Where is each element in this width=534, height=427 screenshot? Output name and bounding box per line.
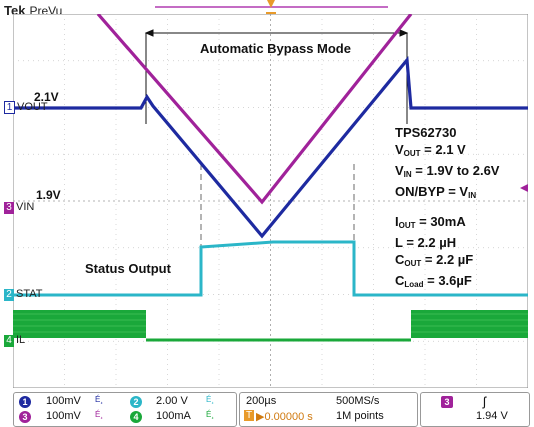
- ch2-scale: 2.00 V: [156, 395, 188, 407]
- record-length: 1M points: [336, 410, 384, 422]
- ch3-scale: 100mV: [46, 410, 81, 422]
- ch3-badge: 3: [19, 411, 31, 423]
- onbyp-spec: ON/BYP = VIN: [395, 184, 477, 200]
- ch4-bw-icon: É¸: [206, 410, 214, 419]
- vout-level-label: 2.1V: [34, 90, 59, 104]
- ch1-bw-icon: É¸: [95, 395, 103, 404]
- ch3-bw-icon: É¸: [95, 410, 103, 419]
- cout-spec: COUT = 2.2 µF: [395, 252, 474, 268]
- status-output-label: Status Output: [85, 261, 171, 276]
- vin-spec: VIN = 1.9V to 2.6V: [395, 163, 500, 179]
- trigger-level-marker-icon: [520, 184, 528, 192]
- trigger-source-badge: 3: [441, 396, 453, 408]
- il-waveform: [13, 310, 528, 342]
- timebase-value: 200µs: [246, 395, 277, 407]
- conditions-block-1: TPS62730 VOUT = 2.1 V VIN = 1.9V to 2.6V…: [395, 124, 499, 204]
- sample-rate: 500MS/s: [336, 395, 380, 407]
- inductor-spec: L = 2.2 µH: [395, 235, 457, 250]
- channel-scale-panel[interactable]: 1 100mV É¸ 2 2.00 V É¸ 3 100mV É¸ 4 100m…: [13, 392, 237, 427]
- channel-4-marker[interactable]: 4 IL: [2, 334, 27, 347]
- bypass-mode-range-arrow: [144, 29, 409, 124]
- ch2-badge: 2: [130, 396, 142, 408]
- ch1-badge: 1: [19, 396, 31, 408]
- waveform-display[interactable]: [13, 14, 528, 388]
- vin-waveform: [96, 14, 413, 205]
- iout-spec: IOUT = 30mA: [395, 214, 466, 230]
- ch2-bw-icon: É¸: [206, 395, 214, 404]
- ch4-scale: 100mA: [156, 410, 191, 422]
- ch1-scale: 100mV: [46, 395, 81, 407]
- trigger-marker-icon: [267, 0, 275, 8]
- scope-status-bar: 1 100mV É¸ 2 2.00 V É¸ 3 100mV É¸ 4 100m…: [13, 392, 534, 427]
- cload-spec: CLoad = 3.6µF: [395, 273, 472, 289]
- channel-1-marker[interactable]: 1 VOUT: [2, 101, 50, 114]
- channel-2-marker[interactable]: 2 STAT: [2, 288, 44, 301]
- trigger-position: ▶0.00000 s: [256, 411, 313, 423]
- conditions-block-2: IOUT = 30mA L = 2.2 µH COUT = 2.2 µF CLo…: [395, 213, 473, 293]
- bypass-mode-label: Automatic Bypass Mode: [200, 41, 351, 56]
- vout-waveform: [13, 55, 528, 239]
- channel-3-marker[interactable]: 3 VIN: [2, 201, 36, 214]
- timebase-panel[interactable]: 200µs 500MS/s T ▶0.00000 s 1M points: [239, 392, 418, 427]
- part-number: TPS62730: [395, 125, 457, 140]
- vin-level-label: 1.9V: [36, 188, 61, 202]
- trigger-panel[interactable]: 3 ʃ 1.94 V: [420, 392, 530, 427]
- vout-spec: VOUT = 2.1 V: [395, 142, 466, 158]
- trigger-position-icon: T: [244, 410, 255, 421]
- ch4-badge: 4: [130, 411, 142, 423]
- trigger-level: 1.94 V: [476, 410, 508, 422]
- stat-waveform: [13, 240, 528, 297]
- rising-edge-icon: ʃ: [483, 394, 486, 409]
